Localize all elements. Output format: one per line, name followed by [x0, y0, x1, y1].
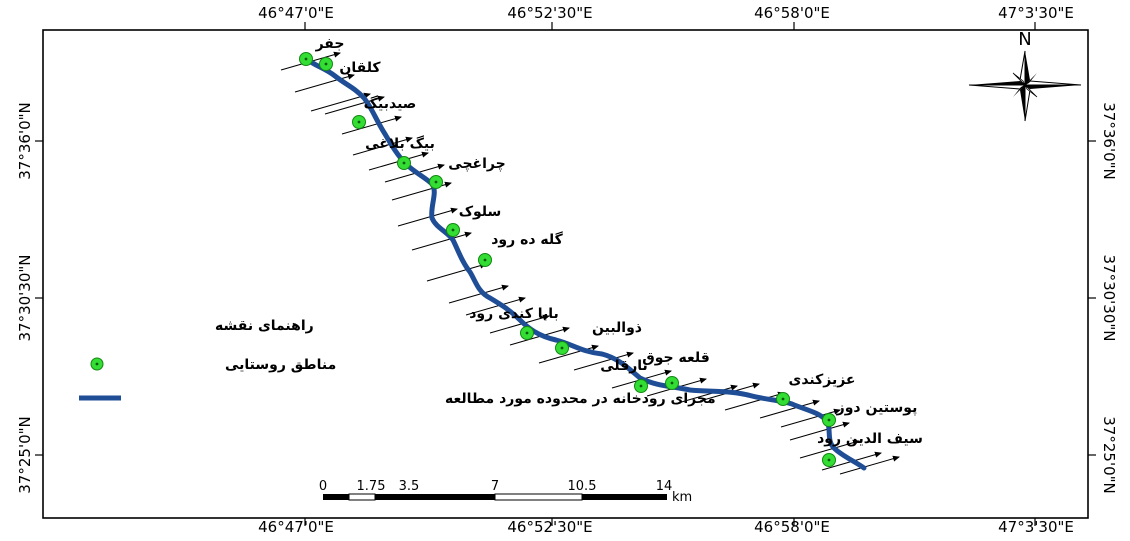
village-label: کلقان — [339, 60, 381, 76]
scale-tick-label: 3.5 — [399, 479, 420, 494]
village-label: عزیزکندی — [788, 372, 855, 388]
village-label: قلعه جوق — [642, 350, 710, 366]
village-marker — [555, 341, 569, 355]
legend-title: راهنمای نقشه — [215, 318, 314, 334]
village-marker — [776, 392, 790, 406]
village-marker — [634, 379, 648, 393]
right-lat-label: 37°36'0"N — [1100, 102, 1118, 179]
village-label: ذوالبین — [592, 320, 642, 336]
right-lat-label: 37°30'30"N — [1100, 254, 1118, 341]
village-label: سیف الدین رود — [817, 431, 923, 447]
scale-bar: 0 1.75 3.5 7 10.5 14 km — [319, 479, 692, 505]
top-lon-label: 46°52'30"E — [507, 4, 592, 22]
north-arrow: N — [968, 29, 1082, 122]
village-marker — [520, 326, 534, 340]
village-marker — [822, 413, 836, 427]
bottom-lon-label: 47°3'30"E — [998, 518, 1074, 536]
legend-villages-label: مناطق روستایی — [225, 357, 336, 373]
village-label: سلوک — [459, 204, 502, 220]
village-marker — [319, 57, 333, 71]
village-marker — [478, 253, 492, 267]
legend: راهنمای نقشه مناطق روستایی مجرای رودخانه… — [79, 318, 716, 407]
village-marker — [446, 223, 460, 237]
left-lat-label: 37°36'0"N — [16, 102, 34, 179]
village-marker — [822, 453, 836, 467]
village-label: جفر — [315, 36, 345, 52]
village-marker — [397, 156, 411, 170]
bottom-lon-label: 46°58'0"E — [754, 518, 830, 536]
bottom-lon-label: 46°47'0"E — [258, 518, 334, 536]
village-label: پوستین دوز — [836, 400, 918, 416]
village-label: صیدبیگ — [364, 95, 417, 112]
village-label: بابا کندی رود — [469, 306, 559, 322]
legend-village-symbol — [90, 357, 104, 371]
village-marker — [352, 115, 366, 129]
left-lat-label: 37°25'0"N — [16, 416, 34, 493]
legend-river-label: مجرای رودخانه در محدوده مورد مطالعه — [445, 391, 716, 407]
right-lat-label: 37°25'0"N — [1100, 416, 1118, 493]
village-marker — [299, 52, 313, 66]
village-label: بیگ بلاغی — [365, 135, 435, 152]
village-marker — [665, 376, 679, 390]
village-marker — [429, 175, 443, 189]
frame-ticks — [35, 22, 1096, 526]
river-path — [302, 55, 867, 471]
village-label: چراغچی — [448, 156, 505, 172]
scale-tick-label: 14 — [656, 479, 673, 494]
village-markers — [299, 52, 836, 467]
map-frame — [42, 29, 1089, 519]
scale-tick-label: 7 — [491, 479, 499, 494]
top-lon-label: 46°47'0"E — [258, 4, 334, 22]
village-label: تارقلی — [600, 358, 648, 374]
left-lat-label: 37°30'30"N — [16, 254, 34, 341]
bottom-lon-label: 46°52'30"E — [507, 518, 592, 536]
scale-unit: km — [672, 490, 692, 505]
top-lon-label: 47°3'30"E — [998, 4, 1074, 22]
scale-tick-label: 0 — [319, 479, 327, 494]
scale-tick-label: 10.5 — [568, 479, 597, 494]
village-label: گله ده رود — [491, 231, 563, 248]
scale-tick-label: 1.75 — [357, 479, 386, 494]
top-lon-label: 46°58'0"E — [754, 4, 830, 22]
north-label: N — [1018, 29, 1031, 50]
